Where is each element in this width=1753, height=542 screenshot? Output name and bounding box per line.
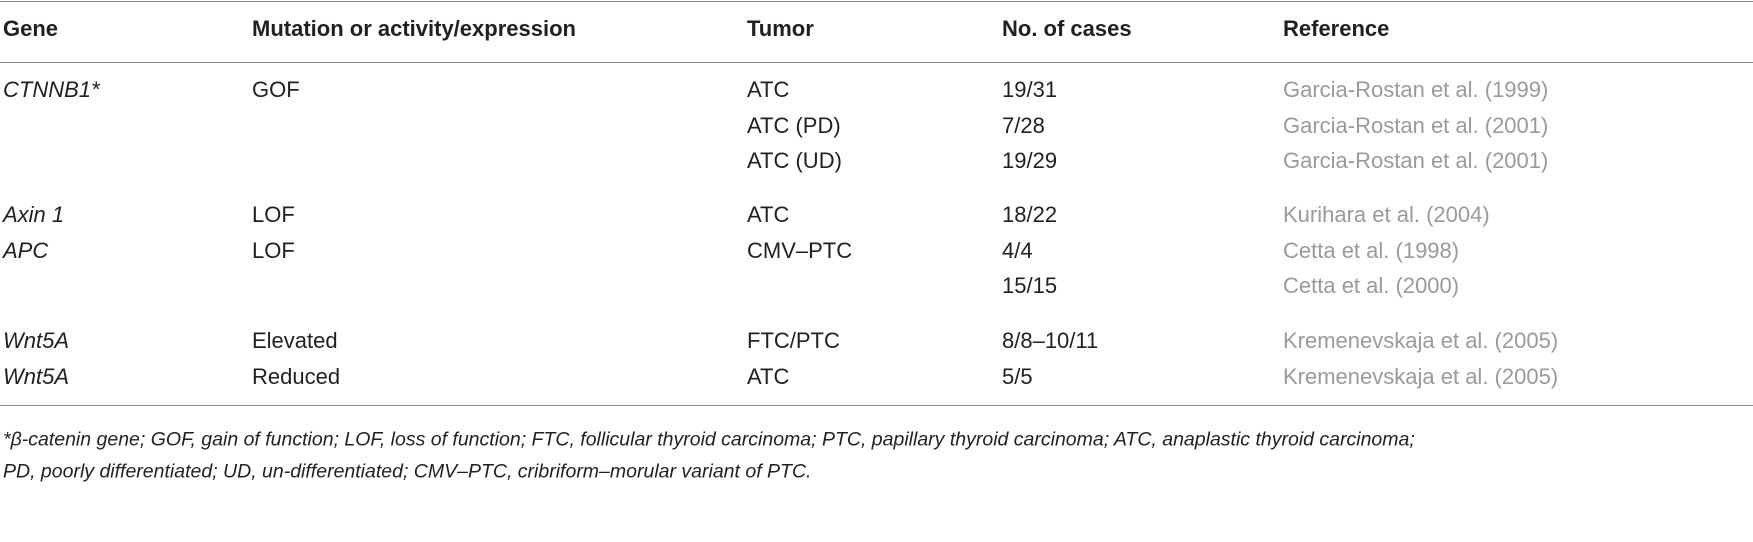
reference-cell: Cetta et al. (2000): [1283, 273, 1460, 298]
reference-cell: Cetta et al. (1998): [1283, 237, 1460, 263]
top-rule: [0, 1, 1753, 2]
header-cell: Gene: [3, 16, 59, 41]
header-cell: Reference: [1283, 16, 1390, 41]
gene-cell: Axin 1: [3, 202, 65, 227]
header-rule: [0, 62, 1753, 63]
tumor-cell: CMV–PTC: [747, 237, 853, 263]
tumor-cell: ATC: [747, 77, 790, 102]
reference-cell: Kremenevskaja et al. (2005): [1283, 363, 1559, 389]
mutation-cell: LOF: [252, 202, 295, 227]
gene-cell: Wnt5A: [3, 328, 70, 353]
reference-cell: Kremenevskaja et al. (2005): [1283, 328, 1559, 353]
mutation-cell: Elevated: [252, 328, 338, 353]
reference-cell: Garcia-Rostan et al. (2001): [1283, 112, 1549, 138]
footnote: PD, poorly differentiated; UD, un-differ…: [3, 460, 812, 483]
gene-cell: CTNNB1*: [3, 77, 100, 102]
header-cell: Tumor: [747, 16, 814, 41]
mutation-cell: Reduced: [252, 363, 341, 389]
cases-cell: 19/31: [1002, 77, 1058, 102]
reference-cell: Kurihara et al. (2004): [1283, 202, 1490, 227]
tumor-cell: ATC (PD): [747, 112, 841, 138]
header-cell: No. of cases: [1002, 16, 1132, 41]
cases-cell: 7/28: [1002, 112, 1045, 138]
gene-cell: APC: [3, 237, 49, 263]
cases-cell: 5/5: [1002, 363, 1033, 389]
reference-cell: Garcia-Rostan et al. (1999): [1283, 77, 1549, 102]
gene-cell: Wnt5A: [3, 363, 70, 389]
cases-cell: 15/15: [1002, 273, 1058, 298]
mutation-cell: LOF: [252, 237, 295, 263]
cases-cell: 19/29: [1002, 148, 1058, 173]
header-cell: Mutation or activity/expression: [252, 16, 576, 41]
tumor-cell: FTC/PTC: [747, 328, 840, 353]
mutation-cell: GOF: [252, 77, 300, 102]
cases-cell: 8/8–10/11: [1002, 328, 1099, 353]
cases-cell: 4/4: [1002, 237, 1033, 263]
bottom-rule: [0, 405, 1753, 406]
tumor-cell: ATC: [747, 202, 790, 227]
tumor-cell: ATC (UD): [747, 148, 842, 173]
cases-cell: 18/22: [1002, 202, 1058, 227]
footnote: *β-catenin gene; GOF, gain of function; …: [3, 428, 1415, 451]
tumor-cell: ATC: [747, 363, 790, 389]
reference-cell: Garcia-Rostan et al. (2001): [1283, 148, 1549, 173]
